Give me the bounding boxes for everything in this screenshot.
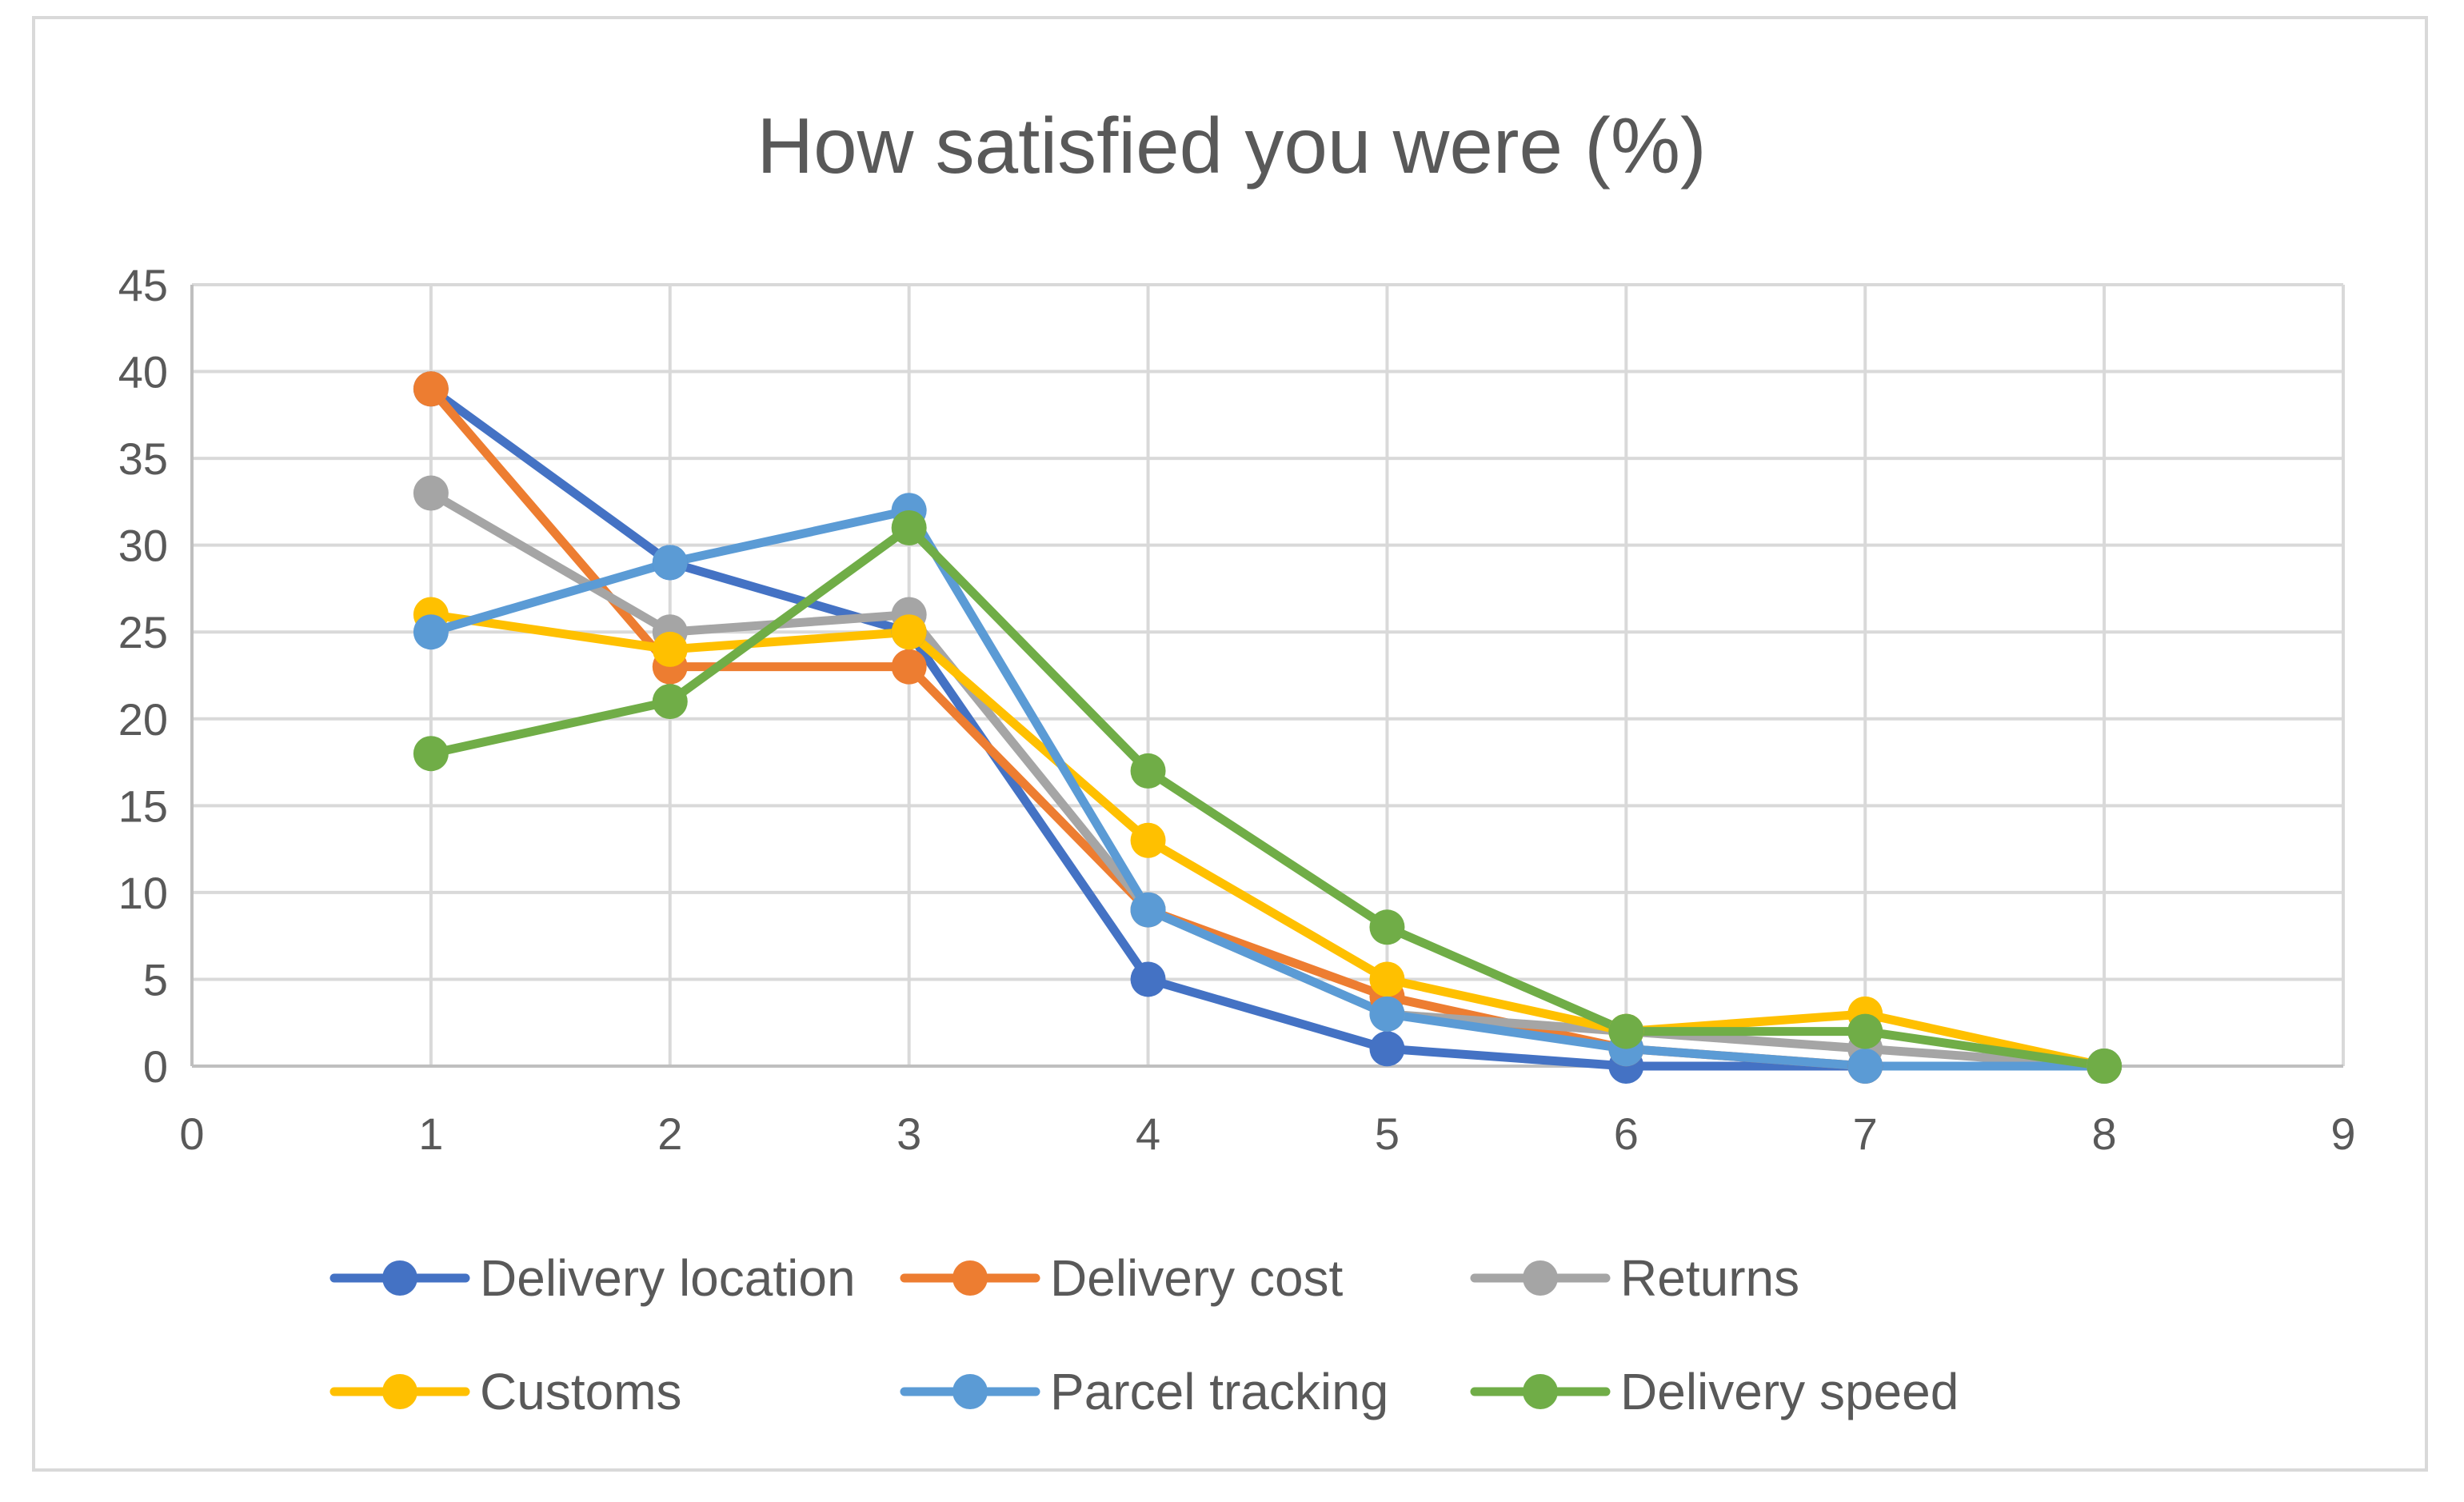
- data-point-delivery-location: [1369, 1031, 1405, 1067]
- y-tick-label: 35: [118, 433, 168, 484]
- data-point-delivery-speed: [891, 509, 927, 545]
- legend-swatch-marker: [1523, 1374, 1558, 1409]
- data-point-parcel-tracking: [1369, 996, 1405, 1032]
- y-axis-ticks: 0 5 10 15 20 25 30 35 40 45: [118, 260, 168, 1092]
- legend-label: Delivery speed: [1620, 1363, 1959, 1420]
- data-point-customs: [891, 614, 927, 650]
- data-point-customs: [1369, 961, 1405, 997]
- x-axis-ticks: 0 1 2 3 4 5 6 7 8 9: [179, 1109, 2355, 1159]
- x-tick-label: 3: [897, 1109, 921, 1159]
- legend-swatch-marker: [1523, 1260, 1558, 1296]
- legend-swatch-marker: [382, 1260, 417, 1296]
- x-tick-label: 8: [2092, 1109, 2117, 1159]
- data-point-delivery-location: [1130, 961, 1166, 997]
- y-tick-label: 15: [118, 781, 168, 831]
- series-line-delivery-speed: [426, 523, 2109, 1071]
- legend-item-parcel-tracking: Parcel tracking: [900, 1363, 1388, 1420]
- legend-swatch-marker: [382, 1374, 417, 1409]
- data-point-delivery-cost: [891, 649, 927, 685]
- data-point-parcel-tracking: [1130, 892, 1166, 928]
- data-point-delivery-cost: [413, 371, 449, 407]
- y-tick-label: 5: [143, 954, 168, 1005]
- legend-item-returns: Returns: [1470, 1249, 1799, 1307]
- y-tick-label: 0: [143, 1041, 168, 1092]
- y-tick-label: 30: [118, 521, 168, 571]
- data-point-customs: [1130, 822, 1166, 858]
- legend-label: Parcel tracking: [1050, 1363, 1388, 1420]
- data-point-delivery-speed: [413, 736, 449, 772]
- x-tick-label: 6: [1614, 1109, 1639, 1159]
- data-point-delivery-speed: [1130, 753, 1166, 789]
- data-point-delivery-speed: [1847, 1013, 1883, 1049]
- series-markers: [413, 371, 2123, 1084]
- data-point-delivery-speed: [652, 684, 688, 720]
- chart-title: How satisfied you were (%): [757, 102, 1706, 190]
- data-point-customs: [652, 631, 688, 667]
- data-point-delivery-speed: [1369, 909, 1405, 945]
- legend-item-delivery-location: Delivery location: [329, 1249, 856, 1307]
- y-tick-label: 20: [118, 694, 168, 745]
- x-tick-label: 4: [1136, 1109, 1160, 1159]
- x-tick-label: 2: [657, 1109, 682, 1159]
- x-tick-label: 0: [179, 1109, 204, 1159]
- y-tick-label: 40: [118, 347, 168, 397]
- legend-item-delivery-cost: Delivery cost: [900, 1249, 1344, 1307]
- legend-label: Returns: [1620, 1249, 1799, 1307]
- gridlines: [192, 283, 2345, 1066]
- y-tick-label: 25: [118, 607, 168, 657]
- series-line-parcel-tracking: [426, 505, 2109, 1071]
- series-line-customs: [426, 610, 2109, 1071]
- series-lines: [426, 384, 2109, 1071]
- y-tick-label: 10: [118, 868, 168, 918]
- data-point-parcel-tracking: [652, 545, 688, 581]
- x-tick-label: 9: [2330, 1109, 2355, 1159]
- data-point-parcel-tracking: [413, 614, 449, 650]
- x-tick-label: 7: [1853, 1109, 1878, 1159]
- legend-swatch-marker: [952, 1260, 988, 1296]
- data-point-delivery-speed: [2087, 1049, 2123, 1084]
- legend-label: Delivery cost: [1050, 1249, 1344, 1307]
- x-tick-label: 5: [1375, 1109, 1400, 1159]
- x-tick-label: 1: [418, 1109, 443, 1159]
- data-point-parcel-tracking: [1847, 1049, 1883, 1084]
- legend-item-customs: Customs: [329, 1363, 682, 1420]
- legend-swatch-marker: [952, 1374, 988, 1409]
- legend-label: Delivery location: [480, 1249, 856, 1307]
- legend: Delivery location Delivery cost Returns Cus…: [329, 1249, 1959, 1420]
- y-tick-label: 45: [118, 260, 168, 310]
- legend-item-delivery-speed: Delivery speed: [1470, 1363, 1959, 1420]
- data-point-returns: [413, 475, 449, 511]
- data-point-delivery-speed: [1608, 1013, 1644, 1049]
- legend-label: Customs: [480, 1363, 682, 1420]
